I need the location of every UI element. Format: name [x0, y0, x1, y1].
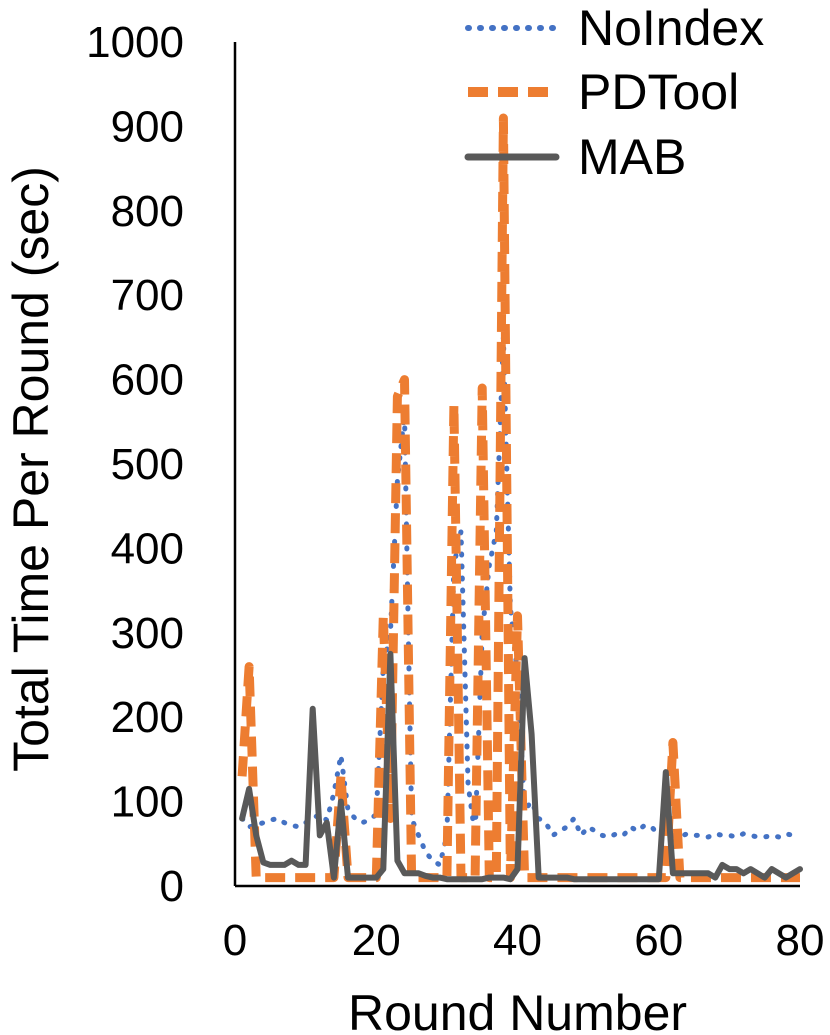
legend-label-noindex: NoIndex — [578, 0, 764, 56]
y-tick-label: 100 — [111, 778, 184, 827]
y-tick-label: 1000 — [86, 18, 184, 67]
legend: NoIndex PDTool MAB — [464, 0, 764, 185]
y-tick-label: 800 — [111, 187, 184, 236]
y-axis-ticks: 0 100 200 300 400 500 600 700 800 900 1000 — [86, 18, 184, 911]
y-tick-label: 900 — [111, 102, 184, 151]
x-tick-label: 80 — [776, 916, 825, 965]
y-tick-label: 300 — [111, 609, 184, 658]
series-layer — [237, 113, 803, 883]
y-tick-label: 500 — [111, 440, 184, 489]
y-tick-label: 600 — [111, 356, 184, 405]
y-tick-label: 400 — [111, 524, 184, 573]
x-tick-label: 40 — [493, 916, 542, 965]
legend-label-mab: MAB — [578, 129, 686, 185]
y-tick-label: 0 — [160, 862, 184, 911]
y-axis-title: Total Time Per Round (sec) — [3, 166, 59, 772]
x-tick-label: 20 — [352, 916, 401, 965]
x-axis-title: Round Number — [348, 985, 687, 1035]
series-line-mab — [239, 650, 803, 883]
x-tick-label: 0 — [223, 916, 247, 965]
y-tick-label: 700 — [111, 271, 184, 320]
x-tick-label: 60 — [634, 916, 683, 965]
x-axis-ticks: 0 20 40 60 80 — [223, 916, 825, 965]
legend-label-pdtool: PDTool — [578, 64, 739, 120]
y-tick-label: 200 — [111, 693, 184, 742]
